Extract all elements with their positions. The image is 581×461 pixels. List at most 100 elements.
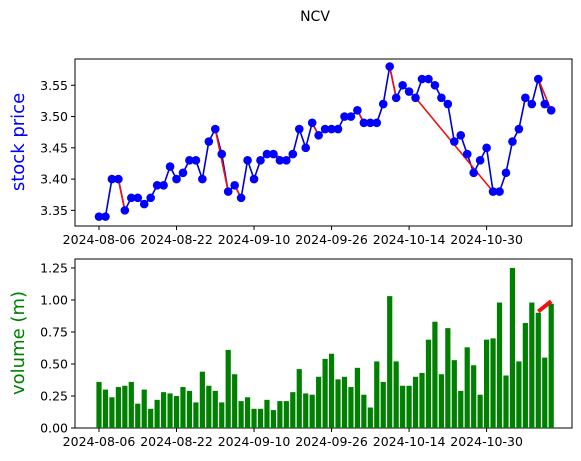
- price-axes-frame: [74, 58, 573, 227]
- volume-bar: [219, 402, 225, 428]
- price-trend-line: [388, 66, 397, 98]
- price-point: [359, 118, 369, 128]
- price-point: [450, 137, 459, 146]
- price-trend-line: [117, 178, 126, 211]
- price-point: [495, 187, 504, 196]
- price-point: [94, 212, 104, 221]
- volume-bar: [193, 402, 199, 428]
- price-point: [430, 80, 440, 90]
- price-point: [482, 143, 491, 153]
- volume-bar: [316, 376, 322, 428]
- price-point: [217, 149, 227, 159]
- volume-bar: [212, 390, 218, 428]
- volume-bar: [232, 374, 238, 428]
- price-point: [314, 131, 323, 140]
- volume-bar: [458, 390, 464, 428]
- price-point: [165, 162, 175, 171]
- price-point: [385, 62, 395, 71]
- price-point: [249, 174, 259, 184]
- price-xtick-label: 2024-08-06: [63, 232, 136, 247]
- price-point: [475, 156, 485, 165]
- price-ytick-label: 3.35: [40, 203, 68, 218]
- price-point: [424, 74, 433, 84]
- volume-bar: [445, 328, 451, 428]
- volume-xtick-label: 2024-10-14: [373, 434, 446, 449]
- price-point: [307, 118, 317, 128]
- price-point: [107, 174, 117, 184]
- volume-bar: [354, 367, 360, 428]
- price-point: [327, 124, 336, 134]
- price-point: [230, 181, 239, 190]
- volume-bar: [96, 381, 102, 428]
- volume-bar: [186, 390, 193, 428]
- price-series: [99, 66, 552, 218]
- volume-bar: [522, 323, 528, 428]
- price-point: [527, 99, 537, 109]
- volume-xtick-label: 2024-09-26: [295, 434, 368, 449]
- price-point: [152, 181, 162, 190]
- volume-bar: [135, 403, 141, 428]
- volume-bar: [277, 401, 283, 428]
- volume-bar: [503, 375, 509, 428]
- price-xtick-label: 2024-09-10: [218, 232, 291, 247]
- volume-bar: [374, 361, 380, 428]
- price-point: [172, 174, 181, 184]
- price-line: [99, 66, 552, 218]
- volume-bar: [348, 387, 354, 428]
- price-point: [533, 74, 543, 84]
- price-xtick-label: 2024-09-26: [295, 232, 368, 247]
- volume-bar: [128, 381, 134, 428]
- volume-bar: [387, 296, 393, 428]
- price-point: [243, 156, 252, 165]
- price-point: [501, 168, 511, 178]
- volume-ytick-label: 0.75: [40, 324, 68, 339]
- volume-bar: [257, 408, 264, 428]
- volume-xtick-label: 2024-08-06: [63, 434, 136, 449]
- price-point: [417, 74, 427, 84]
- volume-ytick-label: 0.25: [40, 388, 68, 403]
- price-ytick-label: 3.40: [40, 172, 68, 187]
- price-point: [198, 174, 207, 184]
- volume-bar: [109, 397, 115, 428]
- price-point: [159, 181, 168, 190]
- price-point: [469, 168, 478, 178]
- price-point: [127, 193, 136, 203]
- volume-bar: [122, 385, 128, 428]
- volume-bar: [548, 303, 554, 428]
- volume-bar: [309, 394, 315, 428]
- price-point: [320, 124, 330, 134]
- volume-bar: [380, 381, 386, 428]
- price-point: [275, 156, 285, 165]
- price-point: [514, 124, 524, 134]
- volume-bar: [322, 358, 328, 428]
- volume-ytick-label: 0.00: [40, 421, 68, 436]
- volume-bar: [438, 374, 444, 428]
- price-point: [269, 149, 278, 159]
- price-point: [288, 149, 298, 159]
- volume-bar: [290, 392, 296, 428]
- volume-bar: [367, 407, 373, 428]
- price-point: [256, 156, 265, 165]
- price-point: [398, 80, 407, 90]
- price-x-ticks: 2024-08-06 2024-08-22 2024-09-10 2024-09-26…: [63, 226, 523, 247]
- price-point: [456, 131, 466, 140]
- volume-bar: [264, 399, 270, 428]
- volume-panel: volume (m) 0.00 0.25 0.50 0.75 1.00 1.25 2024…: [8, 258, 573, 449]
- price-point: [546, 105, 556, 115]
- volume-bar: [225, 349, 231, 428]
- volume-bar: [328, 353, 335, 428]
- volume-bar: [283, 401, 289, 428]
- volume-bar: [167, 393, 173, 428]
- volume-bar: [154, 399, 160, 428]
- price-point: [120, 206, 130, 215]
- price-ytick-label: 3.50: [40, 109, 68, 124]
- volume-bar: [335, 379, 341, 428]
- price-trend-segments: [117, 66, 552, 211]
- volume-bar: [496, 302, 503, 428]
- price-trend-line: [537, 78, 552, 111]
- volume-bar: [412, 376, 419, 428]
- volume-bar: [341, 376, 348, 428]
- volume-ytick-label: 0.50: [40, 356, 68, 371]
- volume-bar: [464, 347, 470, 428]
- volume-bar: [206, 385, 212, 428]
